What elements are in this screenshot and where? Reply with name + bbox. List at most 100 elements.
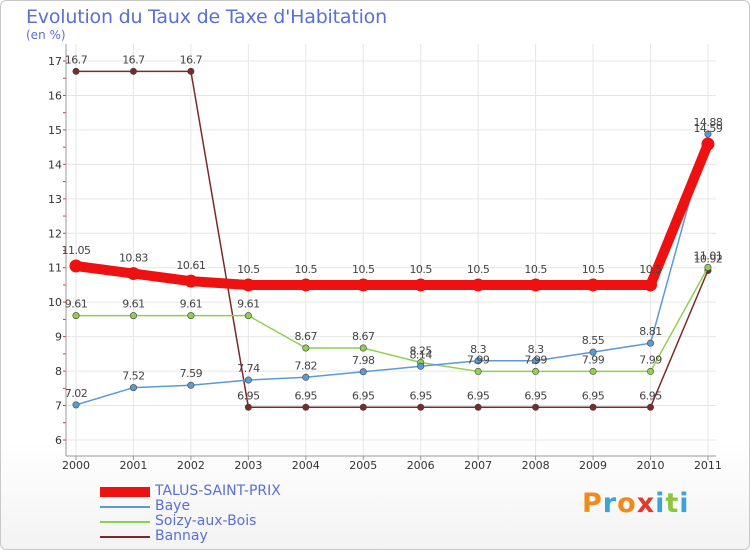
series-line-baye — [75, 133, 709, 406]
data-label: 7.98 — [352, 354, 375, 367]
data-point — [704, 130, 712, 138]
data-label: 9.61 — [180, 298, 203, 311]
x-tick-label: 2002 — [177, 459, 205, 472]
x-tick-label: 2001 — [119, 459, 147, 472]
y-tick-label: 7 — [55, 400, 62, 413]
data-point — [129, 384, 137, 392]
chart-title: Evolution du Taux de Taxe d'Habitation — [26, 6, 387, 28]
y-tick-label: 15 — [48, 124, 62, 137]
data-label: 11.05 — [62, 244, 91, 257]
data-label: 8.3 — [528, 343, 544, 356]
x-tick-label: 2006 — [407, 459, 435, 472]
data-label: 10.5 — [237, 263, 260, 276]
data-point — [72, 312, 80, 320]
y-tick-label: 6 — [55, 434, 62, 447]
data-label: 6.95 — [352, 389, 375, 402]
data-point — [704, 263, 712, 271]
data-label: 6.95 — [295, 389, 318, 402]
data-label: 6.95 — [524, 389, 547, 402]
legend-label: Bannay — [155, 528, 208, 544]
grid — [66, 44, 716, 456]
data-label: 8.67 — [295, 330, 318, 343]
x-tick-label: 2011 — [694, 459, 722, 472]
y-tick-label: 12 — [48, 227, 62, 240]
data-point — [359, 368, 367, 376]
x-tick-label: 2004 — [292, 459, 320, 472]
y-tick-label: 9 — [55, 331, 62, 344]
data-point — [644, 278, 657, 292]
data-point — [129, 67, 137, 75]
data-label: 9.61 — [65, 298, 88, 311]
y-tick-label: 14 — [48, 158, 62, 171]
data-label: 8.25 — [409, 344, 432, 357]
data-label: 6.95 — [237, 389, 260, 402]
data-label: 10.5 — [639, 263, 662, 276]
data-label: 10.5 — [409, 263, 432, 276]
series-lines — [69, 67, 715, 411]
legend-swatch — [100, 487, 150, 497]
data-point — [646, 403, 654, 411]
data-point — [241, 278, 255, 292]
y-tick-label: 13 — [48, 193, 62, 206]
data-point — [532, 357, 540, 365]
legend-swatch — [100, 506, 150, 508]
data-label: 10.5 — [467, 263, 490, 276]
data-point — [474, 357, 482, 365]
data-point — [244, 376, 252, 384]
data-label: 14.88 — [693, 116, 722, 129]
data-label: 10.5 — [295, 263, 318, 276]
data-label: 10.61 — [176, 259, 205, 272]
legend-label: TALUS-SAINT-PRIX — [155, 483, 281, 499]
y-tick-label: 11 — [48, 262, 62, 275]
data-point — [589, 348, 597, 356]
x-tick-label: 2003 — [234, 459, 262, 472]
data-point — [532, 367, 540, 375]
data-label: 7.99 — [639, 353, 662, 366]
data-point — [72, 401, 80, 409]
legend-label: Soizy-aux-Bois — [155, 513, 257, 529]
data-point — [302, 403, 310, 411]
point-labels: 16.7 16.7 16.7 6.95 6.95 6.95 6.95 6.95 6.95 6.95… — [62, 53, 724, 402]
logo-letter: x — [636, 488, 656, 519]
data-label: 6.95 — [467, 389, 490, 402]
data-point — [586, 278, 600, 292]
data-point — [129, 312, 137, 320]
logo-letter: r — [602, 488, 618, 519]
data-point — [474, 403, 482, 411]
data-label: 10.83 — [119, 252, 148, 265]
data-point — [356, 278, 370, 292]
series-line-talus-saint-prix — [71, 139, 713, 290]
series-line-bannay — [75, 70, 709, 409]
data-label: 6.95 — [639, 389, 662, 402]
logo-letter: t — [665, 488, 680, 519]
data-label: 10.5 — [582, 263, 605, 276]
x-tick-label: 2010 — [637, 459, 665, 472]
data-point — [701, 137, 715, 151]
data-label: 7.02 — [65, 387, 88, 400]
data-point — [417, 362, 425, 370]
data-label: 8.14 — [409, 348, 432, 361]
data-point — [184, 274, 198, 288]
data-point — [589, 367, 597, 375]
data-point — [646, 339, 654, 347]
logo-letter: i — [679, 488, 690, 519]
data-label: 7.74 — [237, 362, 260, 375]
y-axis-unit: (en %) — [26, 28, 66, 42]
data-label: 8.3 — [470, 343, 486, 356]
data-label: 7.99 — [467, 353, 490, 366]
series-line-soizy-aux-bois — [75, 266, 709, 373]
data-point — [187, 312, 195, 320]
data-point — [414, 278, 428, 292]
data-point — [532, 403, 540, 411]
data-point — [471, 278, 485, 292]
logo-letter: i — [655, 488, 666, 519]
y-tick-label: 17 — [48, 55, 62, 68]
x-tick-label: 2005 — [349, 459, 377, 472]
data-point — [359, 403, 367, 411]
data-point — [244, 312, 252, 320]
data-label: 10.92 — [693, 252, 722, 265]
proxiti-logo: Proxiti — [582, 488, 690, 519]
data-label: 10.5 — [352, 263, 375, 276]
data-point — [417, 403, 425, 411]
legend-swatch — [100, 536, 150, 538]
